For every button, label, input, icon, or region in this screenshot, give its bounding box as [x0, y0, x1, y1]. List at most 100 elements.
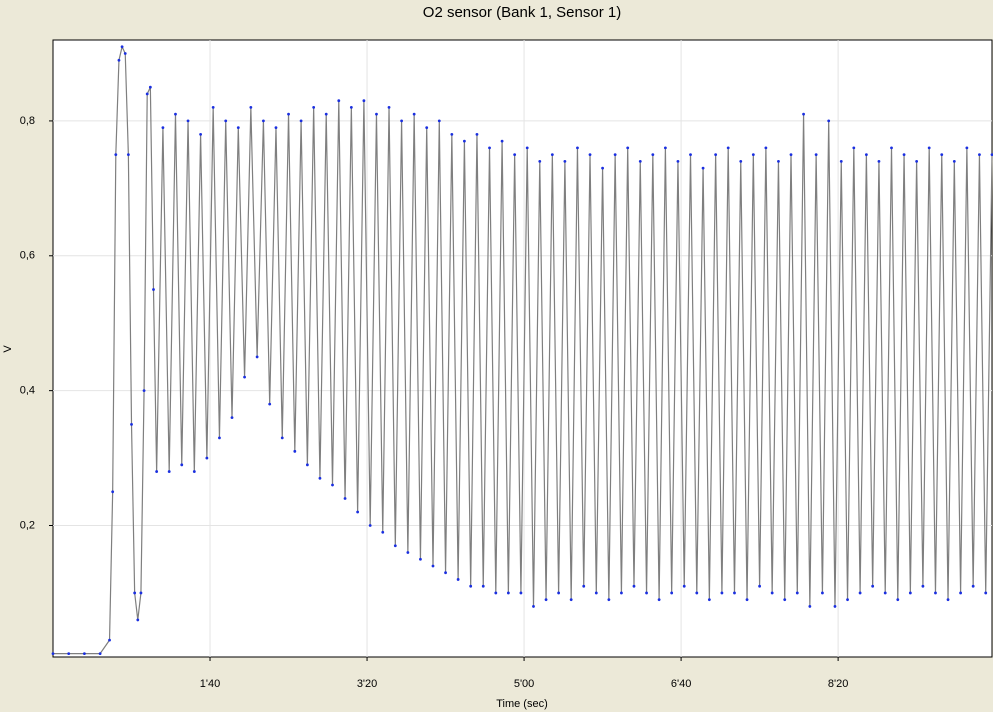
point — [582, 584, 586, 588]
point — [362, 99, 366, 103]
point — [324, 112, 328, 116]
point — [971, 584, 975, 588]
point — [387, 106, 391, 109]
point — [224, 119, 228, 123]
point — [167, 470, 171, 473]
point — [67, 652, 71, 656]
point — [255, 355, 259, 359]
point — [864, 153, 868, 157]
point — [475, 133, 479, 136]
point — [249, 106, 253, 109]
point — [802, 112, 805, 116]
point — [148, 85, 152, 89]
point — [607, 598, 611, 602]
point — [236, 126, 240, 130]
plot — [51, 44, 993, 656]
point — [412, 112, 416, 116]
point — [858, 591, 862, 595]
point — [230, 416, 234, 420]
point — [896, 598, 900, 602]
point — [180, 463, 184, 467]
point — [783, 598, 787, 602]
point — [337, 99, 341, 103]
point — [506, 591, 510, 595]
point — [538, 159, 542, 163]
point — [833, 605, 837, 608]
point — [318, 476, 322, 480]
point — [142, 389, 146, 393]
point — [108, 638, 111, 642]
point — [120, 45, 124, 49]
point — [563, 159, 567, 163]
point — [883, 591, 887, 595]
point — [98, 652, 102, 656]
point — [111, 490, 115, 494]
point — [601, 166, 604, 170]
point — [532, 605, 535, 608]
point — [733, 591, 736, 595]
point — [133, 591, 137, 595]
point — [915, 159, 919, 163]
point — [978, 153, 981, 157]
point — [444, 571, 447, 575]
point — [751, 153, 755, 157]
point — [293, 449, 297, 453]
point — [871, 584, 875, 588]
point — [199, 133, 203, 136]
point — [965, 146, 969, 150]
x-tick-label: 1'40 — [200, 678, 220, 690]
point — [356, 510, 360, 514]
point — [707, 598, 711, 602]
point — [287, 112, 290, 116]
point — [123, 52, 127, 55]
point — [626, 146, 630, 150]
point — [682, 584, 686, 588]
x-tick-label: 5'00 — [514, 678, 534, 690]
point — [695, 591, 699, 595]
point — [651, 153, 655, 157]
point — [613, 153, 617, 157]
point — [117, 58, 121, 62]
point — [808, 605, 812, 608]
point — [500, 139, 504, 143]
point — [130, 422, 133, 426]
point — [437, 119, 441, 123]
point — [952, 159, 956, 163]
point — [494, 591, 498, 595]
point — [657, 598, 661, 602]
point — [274, 126, 278, 130]
point — [714, 153, 718, 157]
point — [670, 591, 674, 595]
point — [139, 591, 143, 595]
point — [393, 544, 397, 548]
point — [400, 119, 403, 123]
point — [161, 126, 165, 130]
point — [544, 598, 548, 602]
point — [701, 166, 705, 170]
point — [550, 153, 554, 157]
point — [419, 557, 422, 561]
point — [789, 153, 793, 157]
point — [777, 159, 780, 163]
point — [946, 598, 950, 602]
point — [663, 146, 667, 150]
point — [852, 146, 856, 150]
point — [758, 584, 762, 588]
point — [877, 159, 881, 163]
point — [890, 146, 893, 150]
point — [469, 584, 473, 588]
point — [406, 551, 410, 554]
point — [927, 146, 931, 150]
point — [588, 153, 592, 157]
point — [676, 159, 680, 163]
point — [114, 153, 118, 157]
point — [739, 159, 743, 163]
point — [513, 153, 517, 157]
point — [305, 463, 309, 467]
point — [726, 146, 730, 150]
point — [186, 119, 190, 123]
point — [431, 564, 435, 568]
point — [620, 591, 623, 595]
x-tick-label: 8'20 — [828, 678, 848, 690]
